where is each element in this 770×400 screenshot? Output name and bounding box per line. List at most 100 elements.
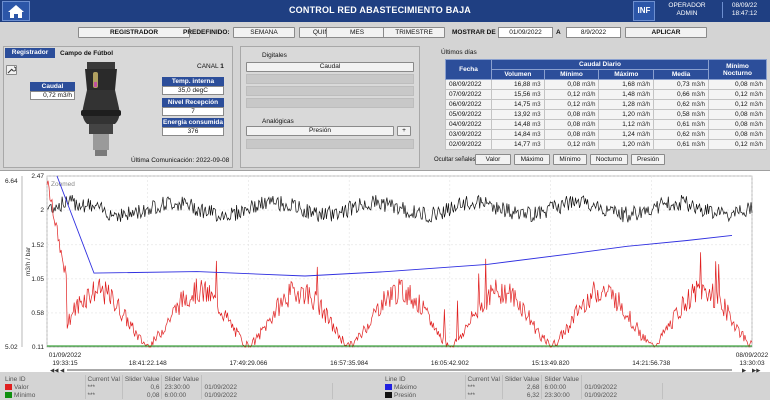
home-button[interactable] [2,1,30,21]
col-volumen: Volumen [491,69,545,80]
chart-nav-button[interactable]: ◀◀ [50,368,59,374]
day-row[interactable]: 07/09/2022 15,56 m3 0,12 m3/h 1,48 m3/h 0,66 m3/… [445,89,767,100]
cell-nocturno: 0,08 m3/h [708,129,767,140]
cell-fecha: 04/09/2022 [445,119,492,130]
cell-maximo: 1,28 m3/h [598,99,655,110]
legend-row-maximo[interactable]: Máximo *** 2,68 6:00:00 01/09/2022 [383,383,663,391]
col-caudal-diario: Caudal Diario [491,59,709,70]
x-tick-label: 14:21:56.738 [632,360,670,367]
registrador-tab[interactable]: Registrador [5,48,55,58]
cell-volumen: 14,77 m3 [491,139,545,150]
period-trimestre-button[interactable]: TRIMESTRE [383,27,445,38]
series-line-valor [46,180,753,348]
legend-swatch-maximo [385,383,392,390]
y-tick-label: 1.05 [31,276,44,283]
digital-slot[interactable] [246,74,414,84]
digitales-label: Digitales [262,52,287,59]
user-name: ADMIN [676,10,698,17]
cell-fecha: 02/09/2022 [445,139,492,150]
legend-swatch-valor [5,383,12,390]
caudal-label: Caudal [30,82,75,91]
cell-minimo: 0,12 m3/h [543,99,600,110]
trend-chart-svg[interactable]: 2.47 2 1.52 1.05 0.58 0.11 6.64 5.02 m3/h / bar Z… [0,171,770,374]
day-row[interactable]: 08/09/2022 16,88 m3 0,08 m3/h 1,68 m3/h 0,73 m3/… [445,79,767,90]
cell-fecha: 05/09/2022 [445,109,492,120]
cell-fecha: 08/09/2022 [445,79,492,90]
analogicas-label: Analógicas [262,118,294,125]
cell-nocturno: 0,12 m3/h [708,99,767,110]
add-signal-button[interactable]: + [397,126,411,136]
zoomed-label: Zoomed [51,181,75,188]
toggle-valor-button[interactable]: Valor [475,154,511,165]
title-bar: CONTROL RED ABASTECIMIENTO BAJA INF OPER… [0,0,770,22]
digital-signal-caudal[interactable]: Caudal [246,62,414,72]
cell-maximo: 1,48 m3/h [598,89,655,100]
toggle-maximo-button[interactable]: Máximo [514,154,550,165]
x-start-time: 19:33:15 [52,360,78,367]
day-row[interactable]: 04/09/2022 14,48 m3 0,08 m3/h 1,12 m3/h 0,61 m3/… [445,119,767,130]
day-row[interactable]: 05/09/2022 13,92 m3 0,08 m3/h 1,20 m3/h 0,58 m3/… [445,109,767,120]
analog-signal-presion[interactable]: Presión [246,126,394,136]
legend-row-presion[interactable]: Presión *** 6,32 23:30:00 01/09/2022 [383,391,663,399]
col-maximo: Máximo [598,69,655,80]
nivel-value: 7 [162,107,224,116]
info-button[interactable]: INF [633,1,655,21]
toggle-minimo-button[interactable]: Mínimo [553,154,587,165]
home-icon [8,5,24,18]
current-time: 18:47:12 [731,10,758,17]
day-row[interactable]: 06/09/2022 14,75 m3 0,12 m3/h 1,28 m3/h 0,62 m3/… [445,99,767,110]
period-semana-button[interactable]: SEMANA [233,27,295,38]
canal-value: 1 [220,63,224,70]
y-tick-label: 0.11 [32,344,45,351]
chart-nav-button[interactable]: ◀ [60,368,65,374]
legend-header-slider2: Slider Value [541,375,583,383]
cell-media: 0,58 m3/h [653,109,709,120]
cell-minimo: 0,08 m3/h [543,119,600,130]
analog-slot[interactable] [246,139,414,149]
period-mes-button[interactable]: MES [326,27,388,38]
cell-media: 0,61 m3/h [653,139,709,150]
digital-slot[interactable] [246,98,414,108]
chart-nav-button[interactable]: ▶▶ [752,368,761,374]
cell-volumen: 13,92 m3 [491,109,545,120]
cell-fecha: 03/09/2022 [445,129,492,140]
cell-maximo: 1,24 m3/h [598,129,655,140]
to-date-input[interactable]: 8/9/2022 [566,27,621,38]
legend-panel: Line ID Current Val Slider Value Slider … [0,374,770,400]
tools-button[interactable] [6,65,17,75]
legend-header-line-id: Line ID [383,375,466,383]
cell-minimo: 0,08 m3/h [543,129,600,140]
series-line-presion [46,194,753,223]
day-row[interactable]: 02/09/2022 14,77 m3 0,12 m3/h 1,20 m3/h 0,61 m3/… [445,139,767,150]
y-tick-label: 1.52 [31,242,44,249]
ultimos-dias-table: Fecha Caudal Diario Mínimo Nocturno Volu… [445,59,767,150]
registrador-button[interactable]: REGISTRADOR [78,27,190,38]
plot-area[interactable] [46,175,753,348]
chart-nav-button[interactable]: ▶ [742,368,747,374]
cell-volumen: 14,75 m3 [491,99,545,110]
cell-media: 0,66 m3/h [653,89,709,100]
x-end-date: 08/09/2022 [736,352,769,359]
app-title: CONTROL RED ABASTECIMIENTO BAJA [288,5,472,15]
x-start-date: 01/09/2022 [49,352,82,359]
day-row[interactable]: 03/09/2022 14,84 m3 0,08 m3/h 1,24 m3/h 0,62 m3/… [445,129,767,140]
legend-row-minimo[interactable]: Mínimo *** 0,08 6:00:00 01/09/2022 [3,391,333,399]
to-label: A [556,29,561,36]
cell-media: 0,61 m3/h [653,119,709,130]
digital-slot[interactable] [246,86,414,96]
x-tick-label: 16:57:35.984 [330,360,368,367]
legend-swatch-presion [385,391,392,398]
legend-header-slider: Slider Value [122,375,163,383]
cell-fecha: 06/09/2022 [445,99,492,110]
legend-table-left: Line ID Current Val Slider Value Slider … [3,375,333,399]
toggle-presion-button[interactable]: Presión [631,154,665,165]
legend-row-valor[interactable]: Valor *** 0,6 23:30:00 01/09/2022 [3,383,333,391]
legend-header-current: Current Val [465,375,503,383]
energia-label: Energía consumida [162,118,224,127]
toggle-nocturno-button[interactable]: Nocturno [590,154,628,165]
cell-volumen: 14,84 m3 [491,129,545,140]
trend-chart[interactable]: 2.47 2 1.52 1.05 0.58 0.11 6.64 5.02 m3/h / bar Z… [0,170,770,374]
apply-button[interactable]: APLICAR [625,27,707,38]
user-role: OPERADOR [668,2,706,9]
from-date-input[interactable]: 01/09/2022 [498,27,553,38]
